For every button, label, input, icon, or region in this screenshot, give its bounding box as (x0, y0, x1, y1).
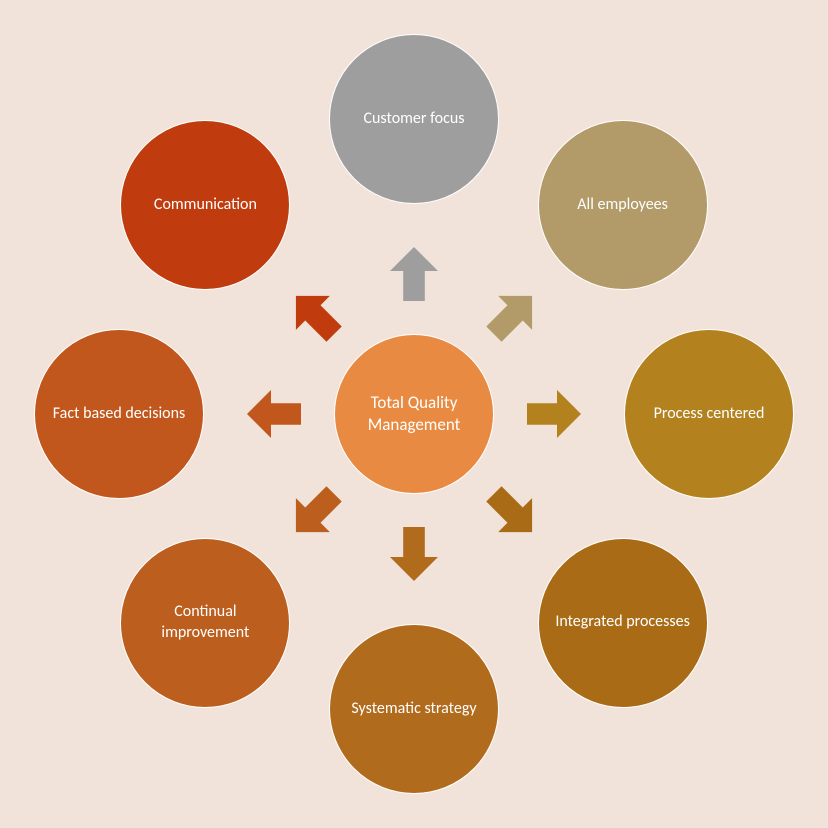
arrow-icon (384, 524, 444, 584)
outer-node: Integrated processes (538, 538, 708, 708)
center-node: Total Quality Management (334, 334, 494, 494)
arrow-icon (244, 384, 304, 444)
outer-node-label: Fact based decisions (53, 404, 185, 425)
outer-node-label: All employees (577, 195, 668, 216)
outer-node: Customer focus (329, 34, 499, 204)
outer-node-label: Customer focus (363, 109, 464, 130)
arrow-icon (471, 471, 556, 556)
outer-node: All employees (538, 120, 708, 290)
outer-node-label: Continual improvement (131, 602, 279, 644)
arrow-icon (524, 384, 584, 444)
outer-node: Process centered (624, 329, 794, 499)
arrow-icon (471, 273, 556, 358)
arrow-icon (273, 471, 358, 556)
outer-node-label: Integrated processes (555, 612, 690, 633)
arrow-icon (384, 244, 444, 304)
outer-node: Communication (120, 120, 290, 290)
outer-node-label: Communication (154, 195, 257, 216)
outer-node: Fact based decisions (34, 329, 204, 499)
outer-node-label: Process centered (654, 404, 765, 425)
outer-node: Systematic strategy (329, 624, 499, 794)
outer-node: Continual improvement (120, 538, 290, 708)
center-label: Total Quality Management (335, 392, 493, 436)
outer-node-label: Systematic strategy (351, 699, 476, 720)
arrow-icon (273, 273, 358, 358)
